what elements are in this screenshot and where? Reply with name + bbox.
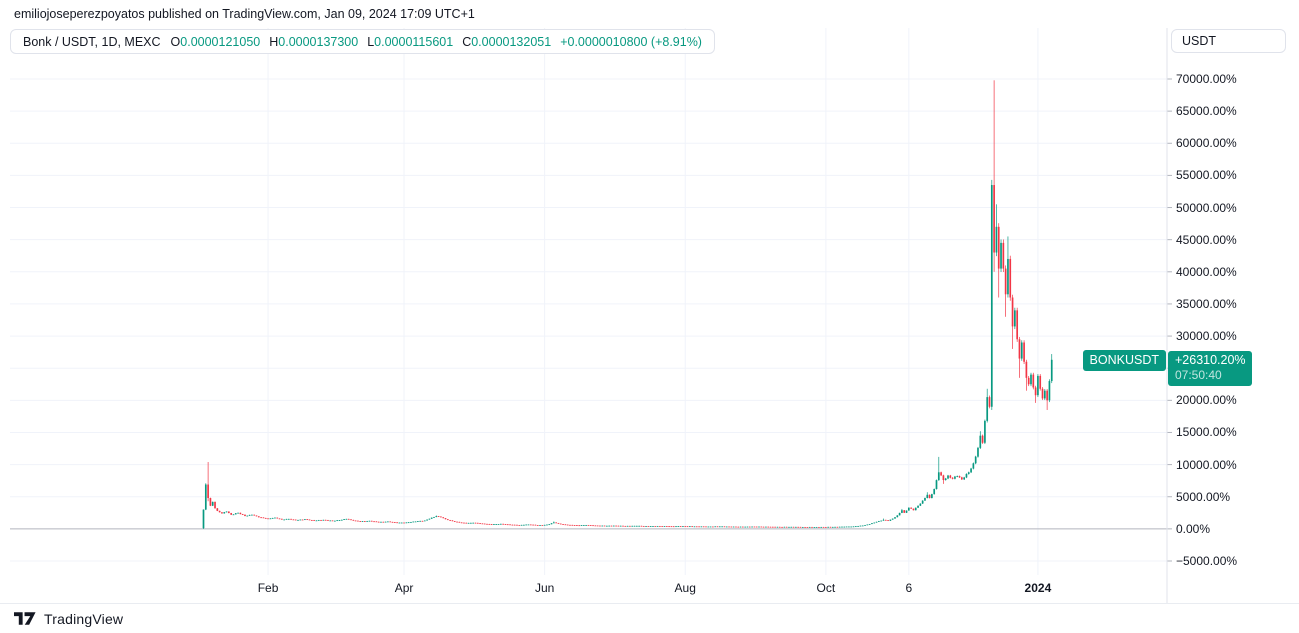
last-price-change: +26310.20% xyxy=(1175,352,1246,367)
footer-bar: TradingView xyxy=(0,603,1299,633)
y-axis-tick-label: 70000.00% xyxy=(1176,72,1237,86)
y-axis-tick-label: −5000.00% xyxy=(1176,554,1238,568)
ohlc-item: L0.0000115601 xyxy=(367,34,454,49)
symbol-description: Bonk / USDT, 1D, MEXC xyxy=(23,34,161,49)
y-axis-tick-label: 0.00% xyxy=(1176,521,1211,536)
publisher-bar: emiliojoseperezpoyatos published on Trad… xyxy=(0,0,1299,28)
bar-countdown: 07:50:40 xyxy=(1175,367,1222,382)
last-price-badge: +26310.20% 07:50:40 xyxy=(1168,350,1252,386)
x-axis-tick-label: Feb xyxy=(257,581,279,595)
x-axis-tick-label: Oct xyxy=(816,581,836,595)
x-axis-tick-label: 6 xyxy=(905,581,913,595)
x-axis-tick-label: Jun xyxy=(534,581,555,595)
y-axis-tick-label: 55000.00% xyxy=(1176,168,1237,183)
chart-legend: Bonk / USDT, 1D, MEXC O0.0000121050 H0.00… xyxy=(10,29,715,54)
y-axis-tick-label: 50000.00% xyxy=(1176,200,1237,215)
tradingview-brand-text[interactable]: TradingView xyxy=(44,610,124,627)
ohlc-item: H0.0000137300 xyxy=(269,34,359,49)
y-axis-tick-label: 35000.00% xyxy=(1176,296,1237,311)
y-axis-tick-label: 10000.00% xyxy=(1176,457,1237,472)
x-axis-tick-label: Apr xyxy=(394,581,414,595)
y-axis-tick-label: 40000.00% xyxy=(1176,264,1237,279)
ohlc-item: C0.0000132051 xyxy=(462,34,552,49)
ohlc-values: O0.0000121050 H0.0000137300 L0.0000115601 C… xyxy=(171,35,561,49)
y-axis-tick-label: 15000.00% xyxy=(1176,425,1237,440)
symbol-price-label: BONKUSDT xyxy=(1082,349,1166,371)
change-value: +0.0000010800 (+8.91%) xyxy=(560,34,702,49)
y-axis-tick-label: 30000.00% xyxy=(1176,329,1237,344)
tradingview-logo-icon[interactable] xyxy=(14,611,37,626)
y-axis-tick-label: 60000.00% xyxy=(1176,136,1237,151)
y-axis-tick-label: 5000.00% xyxy=(1176,489,1231,504)
currency-label-box: USDT xyxy=(1171,29,1286,53)
currency-label: USDT xyxy=(1182,34,1217,48)
y-axis-tick-label: 65000.00% xyxy=(1176,104,1237,119)
y-axis-tick-label: 20000.00% xyxy=(1176,393,1237,408)
publisher-text: emiliojoseperezpoyatos published on Trad… xyxy=(14,7,475,21)
y-axis-tick-label: 45000.00% xyxy=(1176,232,1237,247)
x-axis-tick-label: Aug xyxy=(674,581,696,595)
x-axis-tick-label: 2024 xyxy=(1024,581,1052,595)
ohlc-item: O0.0000121050 xyxy=(170,34,261,49)
